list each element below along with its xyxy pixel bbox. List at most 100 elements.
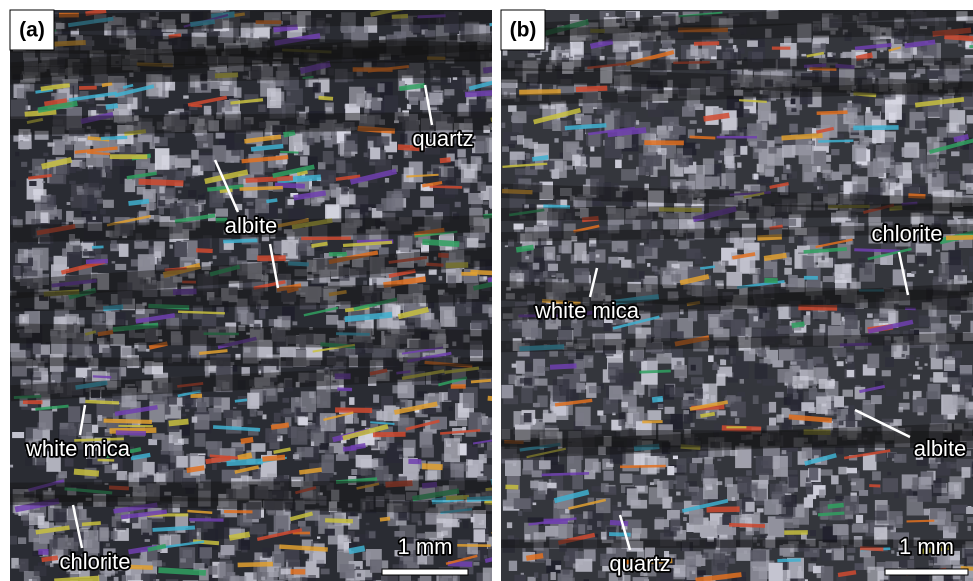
grain	[969, 256, 973, 272]
grain	[578, 524, 585, 534]
grain	[465, 238, 478, 247]
grain	[32, 248, 49, 271]
grain	[35, 166, 41, 170]
grain	[443, 519, 459, 527]
grain	[505, 460, 521, 476]
grain	[867, 313, 873, 317]
grain	[143, 533, 150, 536]
mica-flake	[110, 154, 148, 159]
grain	[961, 270, 965, 273]
grain	[855, 563, 864, 570]
grain	[94, 531, 97, 536]
grain	[608, 257, 619, 264]
grain	[533, 403, 540, 407]
grain	[368, 207, 371, 210]
grain	[404, 167, 414, 182]
grain	[677, 458, 687, 472]
grain	[10, 180, 16, 186]
grain	[533, 503, 537, 506]
grain	[618, 257, 624, 260]
mica-flake	[196, 248, 213, 253]
grain	[212, 463, 217, 470]
grain	[69, 181, 76, 184]
grain	[149, 203, 156, 210]
grain	[65, 314, 79, 324]
grain	[66, 211, 74, 222]
grain	[954, 515, 964, 521]
grain	[159, 186, 164, 193]
grain	[141, 519, 152, 535]
grain	[475, 141, 487, 153]
grain	[671, 126, 686, 135]
grain	[831, 223, 835, 226]
grain	[12, 432, 24, 438]
grain	[490, 317, 498, 324]
grain	[18, 537, 26, 544]
grain	[165, 188, 175, 200]
grain	[915, 121, 929, 129]
grain	[465, 190, 468, 192]
grain	[55, 217, 59, 220]
grain	[280, 347, 296, 358]
grain	[590, 244, 596, 251]
grain	[702, 384, 717, 406]
grain	[577, 150, 585, 154]
grain	[917, 253, 928, 265]
grain	[146, 349, 149, 352]
grain	[514, 224, 524, 230]
grain	[325, 103, 334, 115]
grain	[15, 565, 20, 569]
grain	[633, 577, 649, 581]
grain	[832, 53, 836, 56]
grain	[682, 106, 695, 116]
grain	[154, 474, 166, 483]
grain	[267, 88, 281, 108]
grain	[261, 577, 265, 581]
grain	[444, 89, 454, 95]
grain	[29, 170, 33, 173]
grain	[490, 205, 497, 209]
grain	[856, 515, 863, 523]
grain	[524, 523, 539, 543]
grain	[68, 406, 80, 422]
grain	[213, 256, 217, 260]
grain	[965, 549, 973, 566]
grain	[376, 204, 384, 211]
grain	[800, 370, 814, 381]
grain	[621, 169, 638, 181]
grain	[518, 511, 522, 516]
grain	[668, 126, 673, 131]
grain	[505, 245, 508, 247]
grain	[458, 520, 462, 523]
grain	[250, 408, 257, 417]
grain	[867, 354, 879, 369]
grain	[899, 407, 904, 412]
grain	[809, 468, 818, 481]
grain	[951, 315, 961, 320]
grain	[725, 186, 729, 191]
grain	[832, 423, 838, 427]
grain	[801, 54, 806, 57]
grain	[778, 369, 793, 383]
grain	[576, 166, 586, 174]
grain	[300, 156, 308, 165]
grain	[596, 254, 600, 257]
grain	[466, 459, 473, 465]
grain	[607, 264, 612, 270]
grain	[197, 402, 207, 412]
grain	[41, 196, 54, 211]
grain	[878, 183, 885, 193]
grain	[237, 515, 252, 526]
mica-flake	[86, 259, 108, 264]
grain	[182, 414, 187, 417]
grain	[345, 104, 348, 109]
grain	[125, 179, 136, 192]
grain	[400, 235, 404, 240]
grain	[478, 417, 495, 432]
grain	[502, 146, 509, 152]
grain	[344, 134, 357, 152]
grain	[208, 408, 221, 421]
grain	[784, 268, 792, 275]
grain	[98, 415, 103, 421]
grain	[789, 124, 798, 133]
